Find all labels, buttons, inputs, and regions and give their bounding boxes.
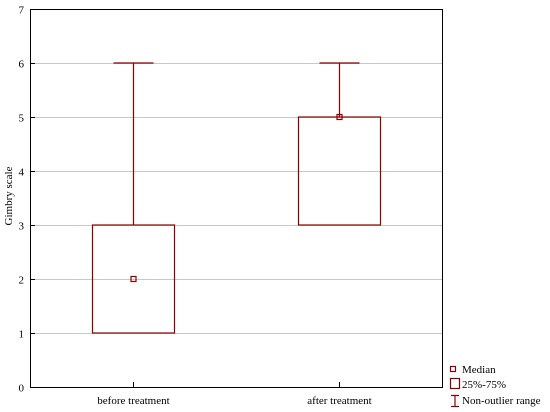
y-tick-label: 2 bbox=[19, 275, 25, 287]
y-tick-label: 7 bbox=[19, 5, 25, 17]
boxes bbox=[91, 62, 382, 334]
y-axis-ticks: 0 1 2 3 4 5 6 7 bbox=[19, 5, 35, 395]
median-marker bbox=[130, 275, 137, 283]
legend-median-marker bbox=[449, 365, 457, 373]
legend-box-label: 25%-75% bbox=[462, 379, 506, 391]
y-tick-label: 1 bbox=[19, 329, 25, 341]
median-marker bbox=[336, 113, 343, 121]
box-group bbox=[297, 62, 382, 226]
y-tick-label: 5 bbox=[19, 113, 25, 125]
x-tick-label: after treatment bbox=[307, 395, 371, 407]
legend-median-label: Median bbox=[462, 364, 496, 376]
box-iqr bbox=[297, 116, 382, 226]
box-iqr bbox=[91, 224, 176, 334]
y-axis-label: Gimbry scale bbox=[3, 166, 15, 225]
plot-frame bbox=[30, 9, 443, 388]
y-tick-label: 4 bbox=[19, 167, 25, 179]
legend: Median 25%-75% Non-outlier range bbox=[449, 364, 541, 408]
y-tick-label: 0 bbox=[19, 383, 25, 395]
y-tick-label: 6 bbox=[19, 59, 25, 71]
x-tick-label: before treatment bbox=[97, 395, 169, 407]
legend-whisker-marker bbox=[451, 394, 459, 408]
legend-box-marker bbox=[449, 377, 461, 390]
box-group bbox=[91, 62, 176, 334]
y-tick-label: 3 bbox=[19, 221, 25, 233]
legend-whisker-label: Non-outlier range bbox=[462, 395, 541, 407]
x-axis-ticks: before treatment after treatment bbox=[97, 382, 372, 407]
